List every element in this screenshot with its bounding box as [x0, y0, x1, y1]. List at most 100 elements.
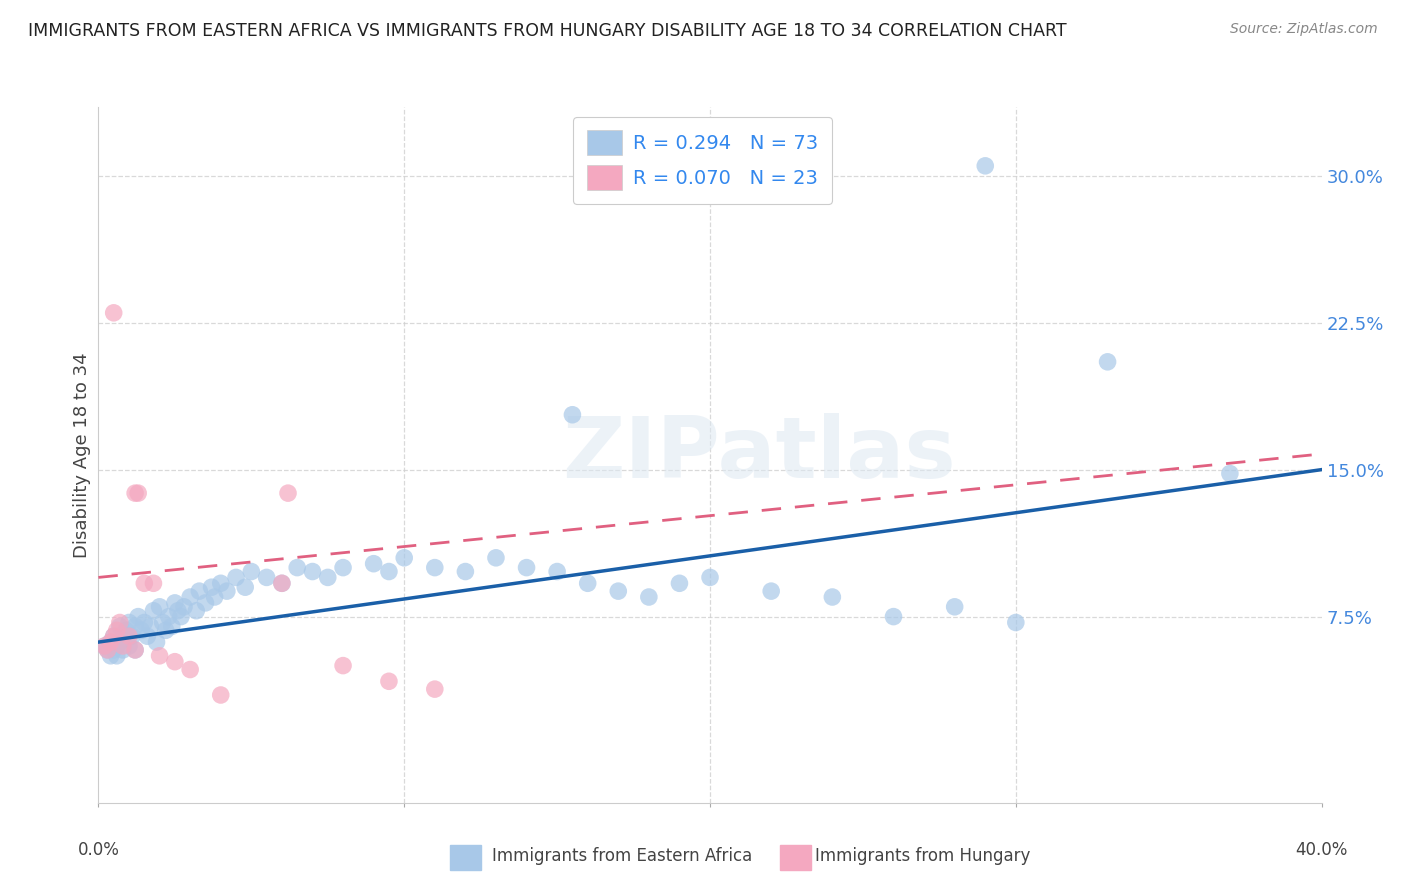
Point — [115, 624, 138, 638]
Point — [516, 560, 538, 574]
Text: Source: ZipAtlas.com: Source: ZipAtlas.com — [1230, 22, 1378, 37]
Point — [179, 663, 201, 677]
Point — [270, 576, 292, 591]
Text: Immigrants from Eastern Africa: Immigrants from Eastern Africa — [492, 847, 752, 865]
Text: 0.0%: 0.0% — [77, 841, 120, 859]
Point — [607, 584, 630, 599]
Point — [108, 619, 131, 633]
Point — [103, 643, 125, 657]
Point — [561, 408, 583, 422]
Point — [145, 635, 167, 649]
Legend: R = 0.294   N = 73, R = 0.070   N = 23: R = 0.294 N = 73, R = 0.070 N = 23 — [574, 117, 832, 203]
Point — [142, 604, 165, 618]
Point — [108, 615, 131, 630]
Point — [209, 688, 232, 702]
Point — [124, 619, 146, 633]
Point — [546, 565, 568, 579]
Point — [883, 609, 905, 624]
Point — [668, 576, 690, 591]
Point — [423, 560, 446, 574]
Point — [363, 557, 385, 571]
Point — [974, 159, 997, 173]
Point — [103, 629, 125, 643]
Point — [118, 629, 141, 643]
Point — [240, 565, 263, 579]
Point — [576, 576, 599, 591]
Point — [378, 565, 401, 579]
Point — [121, 629, 143, 643]
Point — [186, 604, 208, 618]
Point — [93, 639, 115, 653]
Point — [194, 596, 217, 610]
Point — [111, 639, 134, 653]
Point — [124, 643, 146, 657]
Point — [163, 655, 186, 669]
Point — [699, 570, 721, 584]
Point — [225, 570, 247, 584]
Point — [129, 624, 152, 638]
Point — [316, 570, 339, 584]
Point — [1004, 615, 1026, 630]
Point — [167, 604, 190, 618]
Y-axis label: Disability Age 18 to 34: Disability Age 18 to 34 — [73, 352, 91, 558]
Point — [200, 580, 222, 594]
Point — [215, 584, 238, 599]
Point — [204, 590, 226, 604]
Point — [233, 580, 256, 594]
Point — [111, 629, 134, 643]
Point — [142, 576, 165, 591]
Point — [209, 576, 232, 591]
Text: ZIPatlas: ZIPatlas — [562, 413, 956, 497]
Point — [100, 648, 122, 663]
Point — [97, 643, 120, 657]
Point — [127, 609, 149, 624]
Point — [485, 550, 508, 565]
Point — [149, 599, 172, 614]
Point — [136, 629, 159, 643]
Point — [97, 643, 120, 657]
Point — [173, 599, 195, 614]
Point — [118, 615, 141, 630]
Point — [124, 643, 146, 657]
Point — [149, 648, 172, 663]
Point — [105, 639, 128, 653]
Point — [93, 639, 115, 653]
Text: IMMIGRANTS FROM EASTERN AFRICA VS IMMIGRANTS FROM HUNGARY DISABILITY AGE 18 TO 3: IMMIGRANTS FROM EASTERN AFRICA VS IMMIGR… — [28, 22, 1067, 40]
Point — [1219, 467, 1241, 481]
Point — [134, 576, 156, 591]
Point — [152, 615, 174, 630]
Point — [103, 629, 125, 643]
Point — [118, 639, 141, 653]
Point — [270, 576, 292, 591]
Point — [160, 619, 183, 633]
Point — [105, 648, 128, 663]
Point — [127, 486, 149, 500]
Point — [139, 619, 162, 633]
Point — [332, 560, 354, 574]
Point — [188, 584, 211, 599]
Point — [277, 486, 299, 500]
Point — [105, 624, 128, 638]
Point — [103, 306, 125, 320]
Point — [170, 609, 193, 624]
Point — [134, 615, 156, 630]
Point — [163, 596, 186, 610]
Point — [155, 624, 177, 638]
Point — [124, 486, 146, 500]
Point — [100, 635, 122, 649]
Point — [759, 584, 782, 599]
Text: Immigrants from Hungary: Immigrants from Hungary — [815, 847, 1031, 865]
Point — [821, 590, 844, 604]
Point — [301, 565, 323, 579]
Point — [423, 682, 446, 697]
Point — [943, 599, 966, 614]
Point — [285, 560, 308, 574]
Point — [392, 550, 416, 565]
Point — [454, 565, 477, 579]
Point — [256, 570, 278, 584]
Point — [108, 635, 131, 649]
Point — [332, 658, 354, 673]
Point — [1097, 355, 1119, 369]
Point — [157, 609, 180, 624]
Point — [179, 590, 201, 604]
